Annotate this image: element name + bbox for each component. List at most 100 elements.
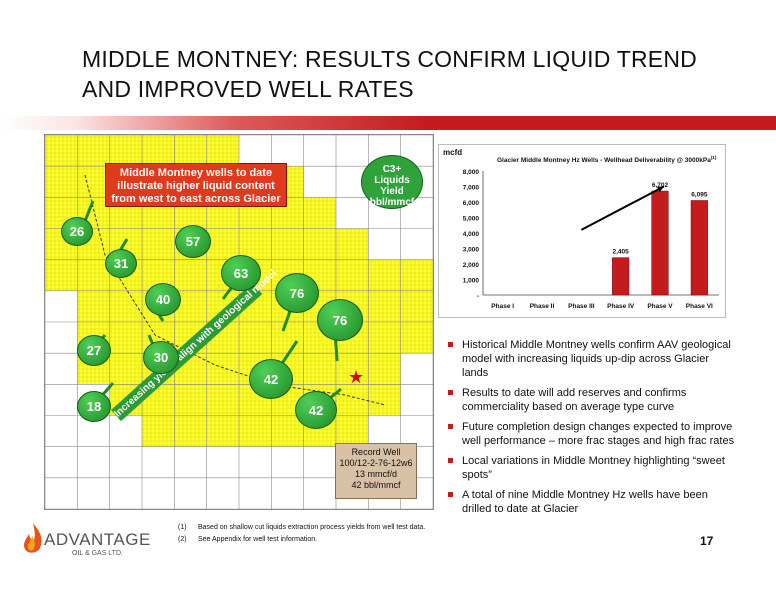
logo-sub: OIL & GAS LTD. xyxy=(72,550,123,557)
land-parcel xyxy=(45,135,78,167)
land-parcel xyxy=(400,290,433,322)
record-line2: 100/12-2-76-12w6 xyxy=(339,458,413,468)
land-parcel xyxy=(206,415,239,447)
land-parcel xyxy=(368,259,401,291)
yield-bubble: 27 xyxy=(77,335,111,366)
chart-ytick-label: 3,000 xyxy=(463,247,480,254)
chart-category-label: Phase III xyxy=(568,303,595,310)
chart-category-label: Phase V xyxy=(647,303,673,310)
land-parcel xyxy=(239,228,272,260)
bullet-item: Future completion design changes expecte… xyxy=(448,420,738,448)
bullet-square-icon xyxy=(448,492,453,497)
yield-bubble: 57 xyxy=(175,225,211,258)
c3-line3: Yield xyxy=(380,186,404,197)
chart-bar xyxy=(690,200,708,296)
land-parcel xyxy=(206,228,239,260)
bullet-square-icon xyxy=(448,424,453,429)
chart-bar xyxy=(651,190,669,296)
chart-value-label: 6,095 xyxy=(691,192,708,199)
land-parcel xyxy=(239,322,272,354)
land-parcel xyxy=(142,135,175,167)
yield-bubble: 42 xyxy=(295,391,337,429)
bullet-item: A total of nine Middle Montney Hz wells … xyxy=(448,488,738,516)
record-line1: Record Well xyxy=(351,447,401,457)
bullet-text: Local variations in Middle Montney highl… xyxy=(462,455,725,481)
logo-name: ADVANTAGE xyxy=(44,530,151,549)
company-logo: ADVANTAGE OIL & GAS LTD. xyxy=(18,522,168,562)
land-parcel xyxy=(174,415,207,447)
map-callout: Middle Montney wells to date illustrate … xyxy=(105,163,287,207)
land-parcel xyxy=(45,166,78,198)
footnote-2: (2) See Appendix for well test informatio… xyxy=(178,536,318,543)
land-parcel xyxy=(109,353,142,385)
page-title: MIDDLE MONTNEY: RESULTS CONFIRM LIQUID T… xyxy=(82,46,697,102)
land-parcel xyxy=(239,415,272,447)
land-parcel xyxy=(368,353,401,385)
land-parcel xyxy=(368,322,401,354)
yield-bubble: 26 xyxy=(61,217,93,246)
land-parcel xyxy=(77,166,110,198)
land-parcel xyxy=(174,384,207,416)
yield-bubble: 76 xyxy=(317,299,363,341)
land-parcel xyxy=(206,135,239,167)
chart-ytick-label: 2,000 xyxy=(463,262,480,269)
yield-bubble: 76 xyxy=(275,273,319,313)
land-parcel xyxy=(271,228,304,260)
land-parcel xyxy=(174,135,207,167)
c3-line4: bbl/mmcf xyxy=(369,197,415,208)
land-parcel xyxy=(336,415,369,447)
bullet-item: Historical Middle Montney wells confirm … xyxy=(448,338,738,380)
bullet-text: Results to date will add reserves and co… xyxy=(462,387,687,413)
chart-category-label: Phase I xyxy=(491,303,514,310)
chart-ytick-label: 5,000 xyxy=(463,216,480,223)
trend-arrow-icon xyxy=(580,185,665,231)
land-parcel xyxy=(77,135,110,167)
chart-ytick-label: 6,000 xyxy=(463,200,480,207)
bullet-list: Historical Middle Montney wells confirm … xyxy=(448,338,738,522)
land-parcel xyxy=(336,259,369,291)
land-parcel xyxy=(142,415,175,447)
land-parcel xyxy=(336,228,369,260)
land-parcel xyxy=(109,290,142,322)
yield-bubble: 40 xyxy=(145,283,181,316)
bullet-text: Historical Middle Montney wells confirm … xyxy=(462,339,731,379)
land-parcel xyxy=(206,384,239,416)
deliverability-chart: Glacier Middle Montney Hz Wells - Wellhe… xyxy=(438,144,726,318)
land-parcel xyxy=(336,353,369,385)
c3-liquids-legend: C3+ Liquids Yield bbl/mmcf xyxy=(361,155,423,209)
yield-bubble: 31 xyxy=(105,249,137,278)
chart-bar xyxy=(612,257,630,296)
map-panel: Middle Montney wells to date illustrate … xyxy=(44,134,434,510)
chart-value-label: 2,405 xyxy=(613,249,630,256)
land-parcel xyxy=(271,322,304,354)
bullet-text: A total of nine Middle Montney Hz wells … xyxy=(462,489,708,515)
land-parcel xyxy=(45,259,78,291)
bullet-square-icon xyxy=(448,458,453,463)
record-well-star-icon: ★ xyxy=(348,367,365,387)
record-line3: 13 mmcf/d xyxy=(354,469,397,479)
chart-ytick-label: 8,000 xyxy=(463,169,480,176)
chart-title: Glacier Middle Montney Hz Wells - Wellhe… xyxy=(497,155,717,164)
c3-line1: C3+ xyxy=(382,164,402,175)
land-parcel xyxy=(174,259,207,291)
record-well-box: Record Well 100/12-2-76-12w6 13 mmcf/d 4… xyxy=(335,443,417,499)
chart-ytick-label: 7,000 xyxy=(463,185,480,192)
well-trajectory-line xyxy=(84,174,386,406)
chart-value-label: 6,702 xyxy=(652,182,669,189)
bullet-square-icon xyxy=(448,342,453,347)
c3-line2: Liquids xyxy=(374,175,410,186)
yield-bubble: 18 xyxy=(77,391,111,422)
chart-category-label: Phase II xyxy=(530,303,555,310)
chart-svg: Glacier Middle Montney Hz Wells - Wellhe… xyxy=(443,148,719,310)
trend-arrow-head-icon xyxy=(656,186,664,193)
land-parcel xyxy=(109,135,142,167)
yield-bubble: 63 xyxy=(221,255,261,291)
land-parcel xyxy=(368,290,401,322)
chart-category-label: Phase IV xyxy=(607,303,635,310)
flame-icon xyxy=(24,523,42,553)
land-parcel xyxy=(400,322,433,354)
footnote-1: (1) Based on shallow cut liquids extracti… xyxy=(178,524,426,531)
bullet-item: Results to date will add reserves and co… xyxy=(448,386,738,414)
yield-bubble: 42 xyxy=(249,359,293,399)
chart-category-label: Phase VI xyxy=(686,303,713,310)
